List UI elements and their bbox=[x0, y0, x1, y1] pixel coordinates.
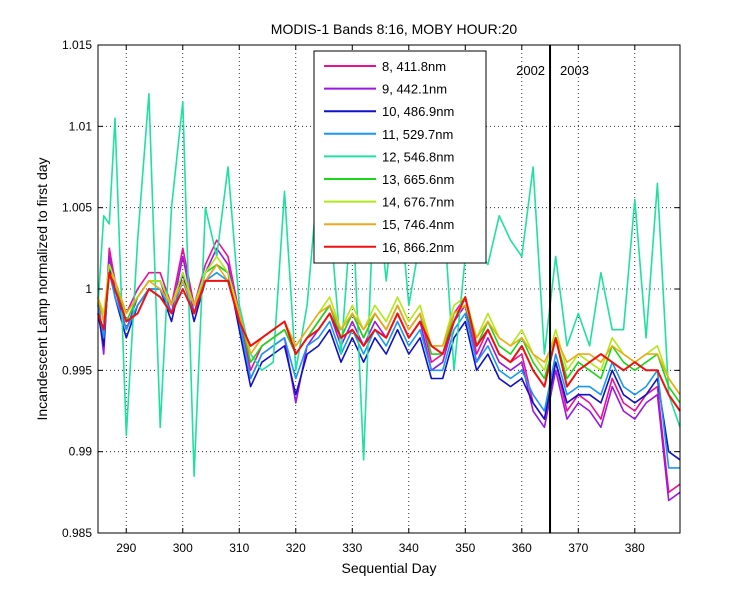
legend-label: 10, 486.9nm bbox=[382, 104, 454, 119]
series-line-15 bbox=[97, 263, 681, 396]
x-tick-label: 290 bbox=[116, 541, 136, 555]
legend-label: 14, 676.7nm bbox=[382, 195, 454, 210]
y-tick-label: 0.985 bbox=[62, 526, 92, 540]
x-tick-label: 380 bbox=[625, 541, 645, 555]
legend-label: 11, 529.7nm bbox=[382, 127, 453, 142]
series-line-10 bbox=[97, 263, 681, 461]
y-tick-label: 1.015 bbox=[62, 38, 92, 52]
axes: 290 300 310 320 330 340 350 360 370 380 0.985 0.99 0… bbox=[62, 38, 680, 555]
y-axis-title: Incandescent Lamp normalized to first da… bbox=[34, 157, 50, 420]
legend-label: 16, 866.2nm bbox=[382, 240, 454, 255]
year-divider-annotation: 2002 2003 bbox=[516, 45, 589, 533]
legend-label: 15, 746.4nm bbox=[382, 217, 454, 232]
y-tick-label: 1.01 bbox=[69, 119, 93, 133]
legend-label: 13, 665.6nm bbox=[382, 172, 454, 187]
legend: 8, 411.8nm 9, 442.1nm 10, 486.9nm 11, 529.7… bbox=[313, 50, 487, 264]
x-tick-label: 340 bbox=[399, 541, 419, 555]
series-line-14 bbox=[97, 255, 681, 396]
x-tick-label: 330 bbox=[342, 541, 362, 555]
x-tick-label: 350 bbox=[455, 541, 475, 555]
x-tick-label: 360 bbox=[512, 541, 532, 555]
series-line-9 bbox=[97, 247, 681, 502]
x-tick-label: 310 bbox=[229, 541, 249, 555]
series-line-16 bbox=[97, 271, 681, 412]
legend-label: 9, 442.1nm bbox=[382, 82, 447, 97]
year-2002-label: 2002 bbox=[516, 63, 545, 78]
grid-lines bbox=[98, 45, 680, 533]
x-axis-title: Sequential Day bbox=[342, 560, 437, 576]
legend-label: 12, 546.8nm bbox=[382, 149, 454, 164]
x-tick-label: 300 bbox=[173, 541, 193, 555]
y-tick-label: 0.99 bbox=[69, 445, 93, 459]
y-tick-label: 0.995 bbox=[62, 363, 92, 377]
legend-label: 8, 411.8nm bbox=[382, 59, 446, 74]
y-tick-label: 1.005 bbox=[62, 201, 92, 215]
x-tick-label: 320 bbox=[286, 541, 306, 555]
y-tick-label: 1 bbox=[85, 282, 92, 296]
x-tick-label: 370 bbox=[568, 541, 588, 555]
chart-title: MODIS-1 Bands 8:16, MOBY HOUR:20 bbox=[271, 21, 518, 37]
series-lines bbox=[97, 93, 681, 502]
year-2003-label: 2003 bbox=[560, 63, 589, 78]
